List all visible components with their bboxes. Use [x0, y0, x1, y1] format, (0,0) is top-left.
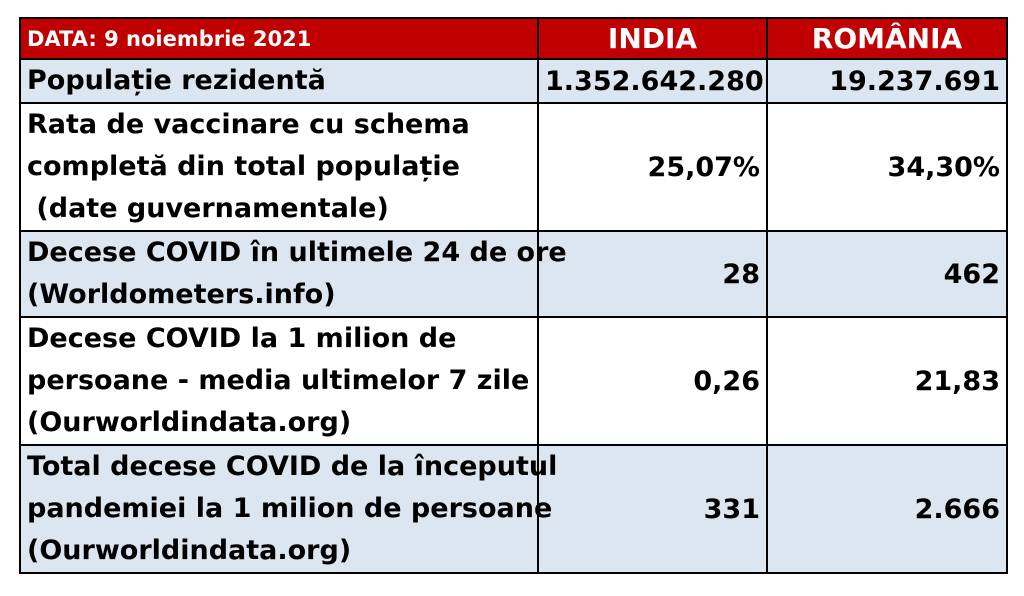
- row-label-deaths-24h: Decese COVID în ultimele 24 de ore (Worl…: [19, 230, 567, 318]
- row-label-population: Populație rezidentă: [19, 58, 539, 104]
- india-column-header: INDIA: [537, 17, 768, 60]
- table-row: Total decese COVID de la începutul pande…: [19, 444, 1008, 574]
- row-label-line: completă din total populație: [27, 151, 460, 182]
- row-label-total-deaths-per-million: Total decese COVID de la începutul pande…: [19, 444, 558, 574]
- india-value-deaths-per-million-7d: 0,26: [537, 316, 768, 446]
- table-row: Decese COVID în ultimele 24 de ore (Worl…: [19, 230, 1008, 318]
- row-label-line: (Ourworldindata.org): [27, 407, 352, 438]
- row-label-line: Decese COVID la 1 milion de: [27, 323, 457, 354]
- row-label-line: Total decese COVID de la începutul: [27, 451, 558, 482]
- romania-value-vaccination-rate: 34,30%: [766, 102, 1008, 232]
- table-row: Populație rezidentă 1.352.642.280 19.237…: [19, 58, 1008, 104]
- row-label-line: Rata de vaccinare cu schema: [27, 109, 470, 140]
- india-value-deaths-24h: 28: [537, 230, 768, 318]
- romania-value-deaths-per-million-7d: 21,83: [766, 316, 1008, 446]
- row-label-line: Populație rezidentă: [27, 65, 326, 96]
- row-label-line: (Worldometers.info): [27, 279, 336, 310]
- table-row: Rata de vaccinare cu schema completă din…: [19, 102, 1008, 232]
- date-header-cell: DATA: 9 noiembrie 2021: [19, 17, 539, 60]
- romania-value-population: 19.237.691: [766, 58, 1008, 104]
- india-value-vaccination-rate: 25,07%: [537, 102, 768, 232]
- india-value-total-deaths-per-million: 331: [537, 444, 768, 574]
- row-label-line: (date guvernamentale): [27, 193, 389, 224]
- comparison-table: DATA: 9 noiembrie 2021 INDIA ROMÂNIA Pop…: [19, 17, 1008, 574]
- row-label-vaccination-rate: Rata de vaccinare cu schema completă din…: [19, 102, 539, 232]
- table-header-row: DATA: 9 noiembrie 2021 INDIA ROMÂNIA: [19, 17, 1008, 60]
- romania-value-deaths-24h: 462: [766, 230, 1008, 318]
- row-label-line: Decese COVID în ultimele 24 de ore: [27, 237, 567, 268]
- row-label-line: (Ourworldindata.org): [27, 535, 352, 566]
- row-label-line: persoane - media ultimelor 7 zile: [27, 365, 530, 396]
- romania-value-total-deaths-per-million: 2.666: [766, 444, 1008, 574]
- row-label-line: pandemiei la 1 milion de persoane: [27, 493, 553, 524]
- table-row: Decese COVID la 1 milion de persoane - m…: [19, 316, 1008, 446]
- romania-column-header: ROMÂNIA: [766, 17, 1008, 60]
- row-label-deaths-per-million-7d: Decese COVID la 1 milion de persoane - m…: [19, 316, 539, 446]
- india-value-population: 1.352.642.280: [537, 58, 768, 104]
